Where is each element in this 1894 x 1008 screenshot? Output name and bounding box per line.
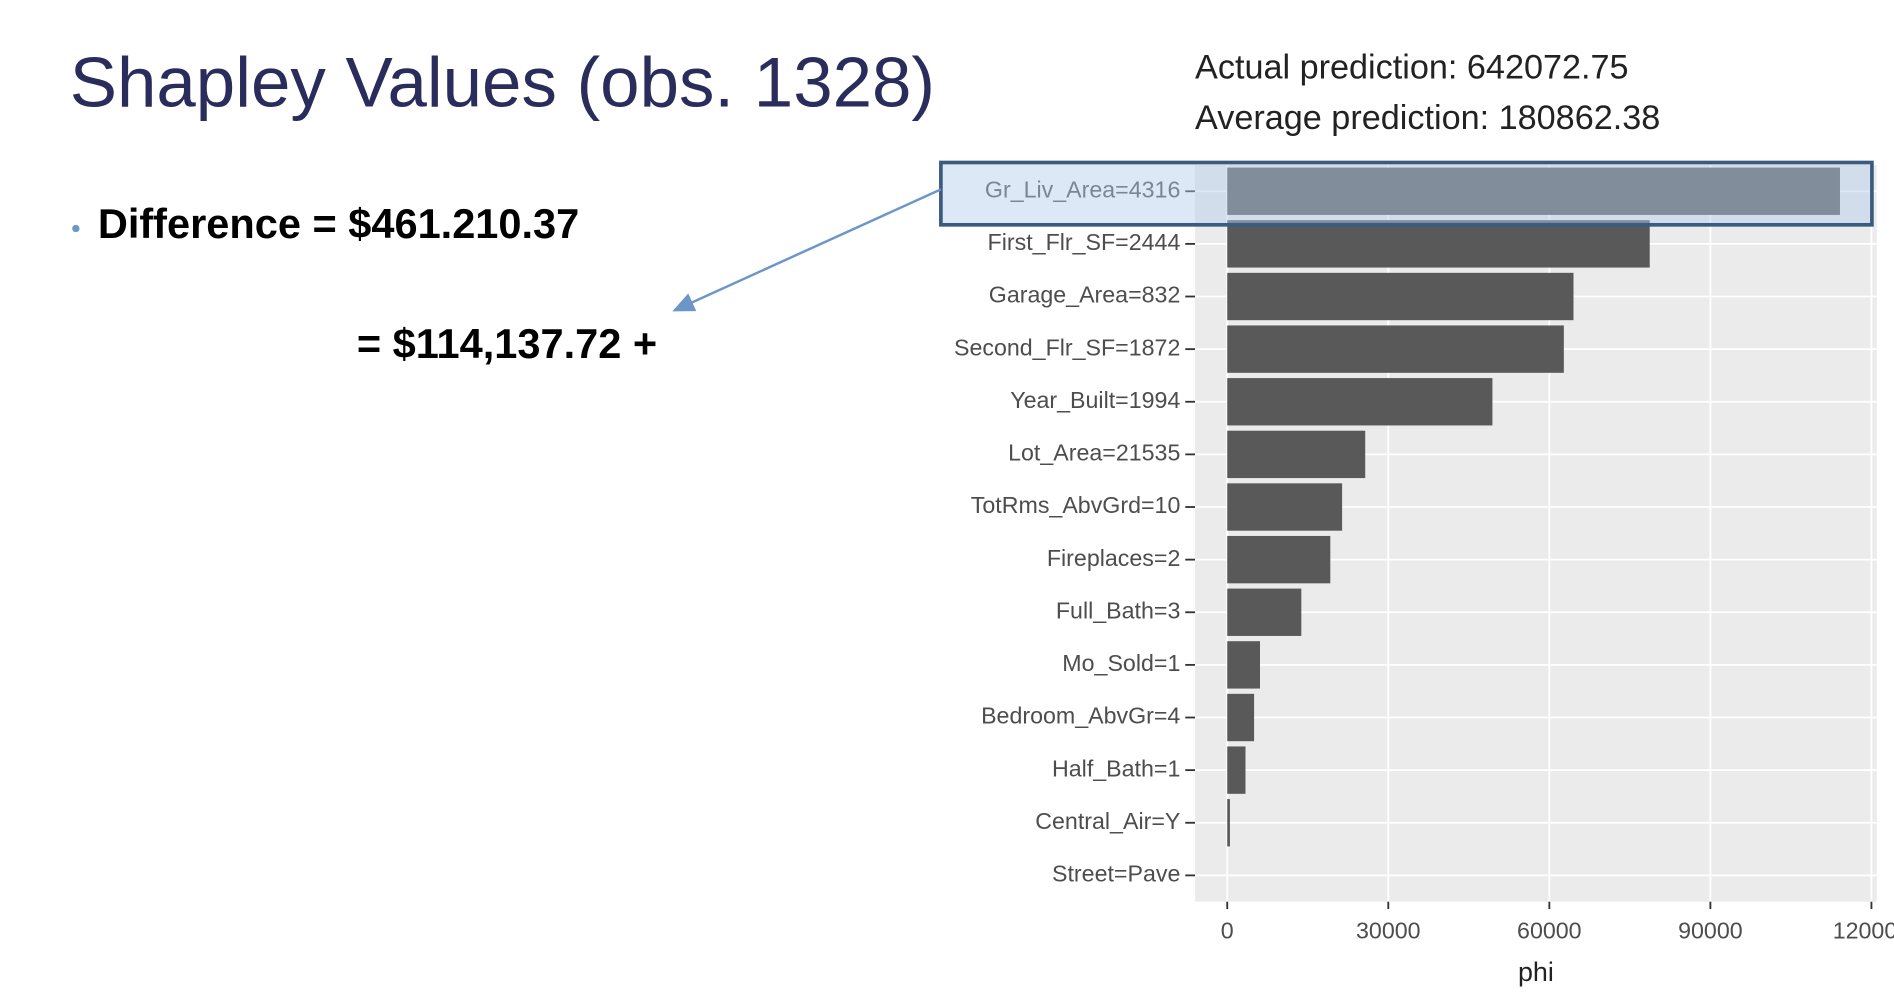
bar <box>1227 430 1366 479</box>
bullet-text: = $114,137.72 + <box>357 320 657 367</box>
y-tick-label: Gr_Liv_Area=4316 <box>985 176 1180 202</box>
callout-arrow <box>672 188 942 312</box>
bar <box>1227 483 1343 531</box>
bar <box>1227 272 1574 321</box>
bar <box>1227 535 1331 584</box>
y-tick-label: Street=Pave <box>1052 861 1180 887</box>
bar <box>1227 746 1246 794</box>
bar <box>1227 693 1255 742</box>
y-tick-label: Fireplaces=2 <box>1047 545 1181 571</box>
bar <box>1227 641 1260 689</box>
y-tick-label: Central_Air=Y <box>1035 808 1180 834</box>
x-tick-label: 90000 <box>1678 917 1743 943</box>
plot-layer: 0 30000 60000 90000 120000 Gr_Liv_Area=4316 Fi… <box>954 164 1894 943</box>
bullet-dot <box>72 224 80 233</box>
bar <box>1227 167 1840 215</box>
y-tick-label: Second_Flr_SF=1872 <box>954 334 1180 360</box>
x-tick-label: 120000 <box>1833 917 1894 943</box>
x-tick-label: 0 <box>1221 917 1234 943</box>
y-tick-label: Lot_Area=21535 <box>1008 440 1180 466</box>
bar <box>1227 588 1302 636</box>
x-tick-label: 30000 <box>1356 917 1421 943</box>
x-axis-label: phi <box>1518 957 1554 987</box>
highlight-box <box>939 160 1874 227</box>
y-tick-label: First_Flr_SF=2444 <box>988 229 1181 255</box>
y-tick-label: Mo_Sold=1 <box>1062 650 1180 676</box>
y-tick-label: Year_Built=1994 <box>1010 387 1180 413</box>
x-tick-label: 60000 <box>1517 917 1582 943</box>
bar <box>1227 799 1230 847</box>
bar <box>1227 325 1564 373</box>
slide-title: Shapley Values (obs. 1328) <box>70 44 935 123</box>
y-tick-label: TotRms_AbvGrd=10 <box>971 492 1181 518</box>
y-tick-label: Full_Bath=3 <box>1056 597 1180 623</box>
bullet-text: Difference = $461.210.37 <box>98 200 579 247</box>
bar <box>1227 220 1650 268</box>
y-tick-label: Garage_Area=832 <box>989 282 1181 308</box>
y-tick-label: Bedroom_AbvGr=4 <box>981 703 1180 729</box>
y-tick-label: Half_Bath=1 <box>1052 755 1180 781</box>
bar <box>1227 378 1493 426</box>
chart-subtitle: Actual prediction: 642072.75 <box>1195 49 1629 87</box>
chart-subtitle: Average prediction: 180862.38 <box>1195 99 1660 137</box>
